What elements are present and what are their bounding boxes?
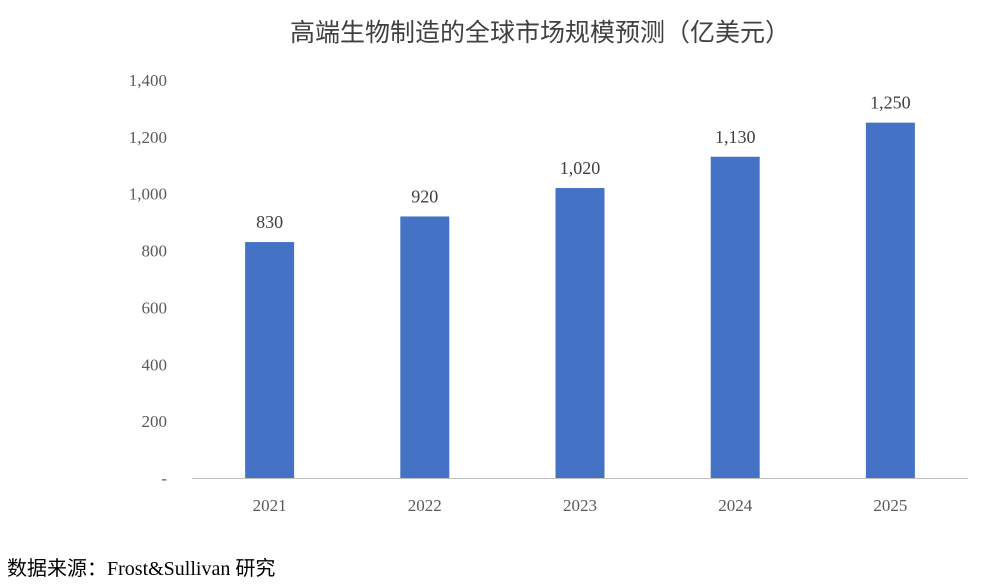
bar-value-label: 1,250 [870,93,911,113]
bar-chart-svg: 高端生物制造的全球市场规模预测（亿美元） - 200 400 600 800 1,000 1… [129,18,968,515]
bar-value-label: 830 [256,212,283,232]
bar [555,188,605,478]
y-axis: - 200 400 600 800 1,000 1,200 1,400 [129,71,168,488]
bar-value-label: 920 [411,186,438,206]
bar [400,216,450,478]
x-tick-label: 2022 [408,496,442,515]
y-tick-label: 1,200 [129,128,167,147]
y-tick-label: 1,000 [129,185,167,204]
x-tick-label: 2025 [873,496,907,515]
x-tick-label: 2024 [718,496,753,515]
x-axis: 2021 2022 2023 2024 2025 [253,496,908,515]
y-tick-label: 1,400 [129,71,167,90]
chart-title: 高端生物制造的全球市场规模预测（亿美元） [290,18,790,47]
bars-group [245,122,915,479]
y-tick-label: - [161,469,167,488]
chart: 高端生物制造的全球市场规模预测（亿美元） - 200 400 600 800 1,000 1… [129,18,968,515]
y-tick-label: 600 [142,298,168,317]
bar-value-label: 1,130 [715,127,756,147]
y-tick-label: 800 [142,242,168,261]
y-tick-label: 200 [142,412,168,431]
x-tick-label: 2021 [253,496,287,515]
bar [710,156,760,478]
bar [865,122,915,479]
bar-value-label: 1,020 [560,158,601,178]
y-tick-label: 400 [142,355,168,374]
data-labels-group: 830 920 1,020 1,130 1,250 [256,93,911,232]
bar [245,242,295,478]
x-tick-label: 2023 [563,496,597,515]
source-note: 数据来源：Frost&Sullivan 研究 [7,558,276,580]
